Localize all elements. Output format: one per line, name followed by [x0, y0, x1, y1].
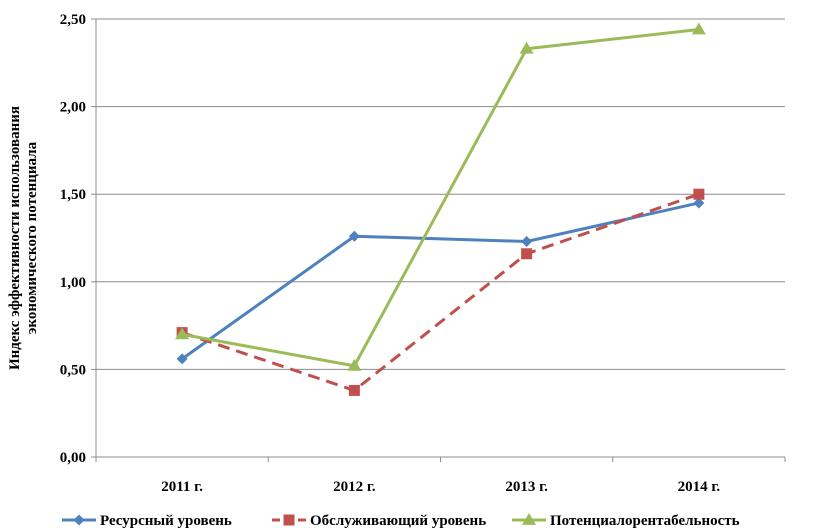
series-line	[182, 30, 699, 366]
series-1	[177, 197, 705, 364]
y-tick-label: 1,50	[60, 187, 86, 203]
series-line	[182, 194, 699, 390]
data-point	[692, 23, 706, 35]
x-tick-label: 2014 г.	[678, 479, 721, 495]
y-tick-label: 2,00	[60, 100, 86, 116]
x-tick-label: 2012 г.	[333, 479, 376, 495]
data-point	[693, 189, 704, 200]
series-line	[182, 203, 699, 359]
legend-label: Ресурсный уровень	[100, 513, 232, 529]
legend: Ресурсный уровень Обслуживающий уровень По…	[62, 513, 740, 529]
y-axis-label-line: экономического потенциала	[24, 141, 40, 334]
data-point	[521, 236, 532, 247]
x-tick-label: 2011 г.	[161, 479, 203, 495]
legend-item: Потенциалорентабельность	[512, 513, 740, 529]
x-tick-label: 2013 г.	[505, 479, 548, 495]
axes	[91, 19, 785, 462]
series-3	[175, 23, 706, 371]
series-2	[177, 189, 705, 396]
legend-item: Ресурсный уровень	[62, 513, 232, 529]
data-point	[349, 385, 360, 396]
y-axis-label: Индекс эффективности использования эконом…	[7, 106, 40, 370]
legend-item: Обслуживающий уровень	[272, 513, 486, 529]
x-tick-labels: 2011 г. 2012 г. 2013 г. 2014 г.	[161, 479, 720, 495]
y-tick-label: 2,50	[60, 12, 86, 28]
y-tick-label: 0,50	[60, 362, 86, 378]
y-tick-labels: 0,00 0,50 1,00 1,50 2,00 2,50	[60, 12, 86, 466]
legend-marker	[74, 515, 85, 526]
y-axis-label-line: Индекс эффективности использования	[7, 106, 23, 370]
gridlines	[96, 19, 785, 369]
y-tick-label: 0,00	[60, 450, 86, 466]
data-point	[521, 248, 532, 259]
legend-label: Потенциалорентабельность	[550, 513, 740, 529]
y-tick-label: 1,00	[60, 275, 86, 291]
series	[175, 23, 706, 396]
legend-label: Обслуживающий уровень	[310, 513, 486, 529]
legend-marker	[284, 515, 295, 526]
